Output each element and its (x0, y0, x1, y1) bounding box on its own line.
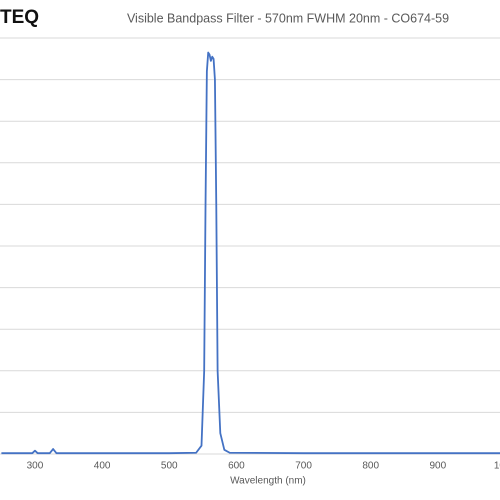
x-tick-label: 800 (362, 461, 379, 472)
x-tick-label: 500 (161, 461, 178, 472)
x-axis-label: Wavelength (nm) (230, 476, 306, 487)
x-tick-label: 1000 (494, 461, 500, 472)
x-tick-label: 400 (94, 461, 111, 472)
x-tick-label: 300 (27, 461, 44, 472)
x-tick-label: 900 (430, 461, 447, 472)
x-tick-label: 600 (228, 461, 245, 472)
logo: TEQ (0, 7, 39, 28)
chart-title: Visible Bandpass Filter - 570nm FWHM 20n… (127, 11, 449, 25)
data-line (1, 51, 500, 455)
x-tick-label: 700 (295, 461, 312, 472)
